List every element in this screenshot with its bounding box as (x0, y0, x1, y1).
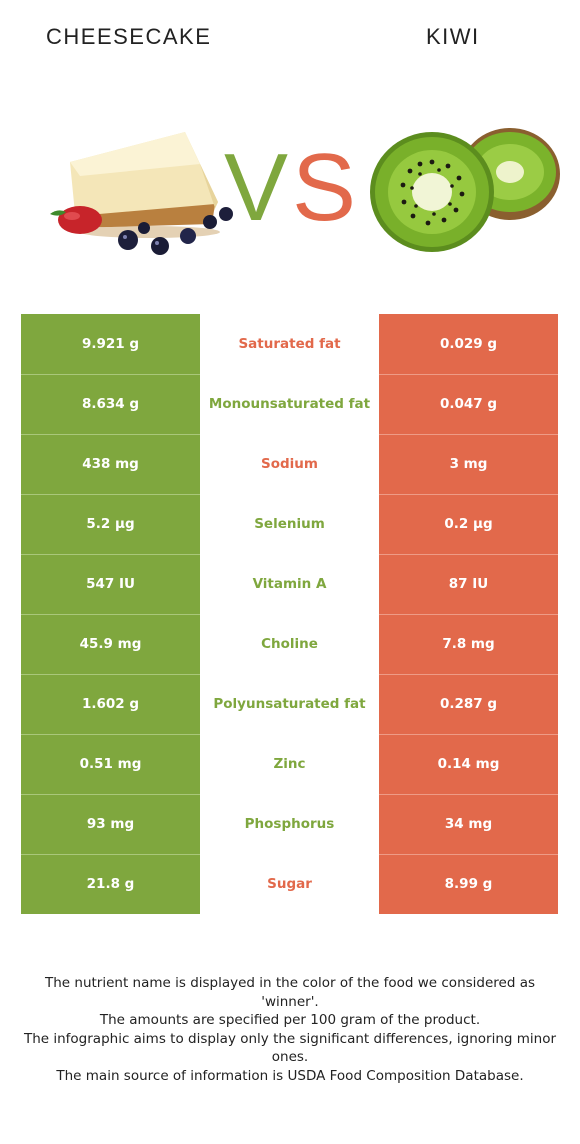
vs-letter-v: V (224, 134, 288, 230)
right-value: 0.287 g (379, 674, 558, 735)
nutrient-name: Zinc (200, 734, 379, 794)
left-value: 1.602 g (21, 674, 200, 735)
table-row: 45.9 mg Choline 7.8 mg (21, 614, 558, 675)
left-value: 93 mg (21, 794, 200, 855)
comparison-rows: 9.921 g Saturated fat 0.029 g 8.634 g Monoun… (21, 314, 558, 914)
nutrient-name: Polyunsaturated fat (200, 674, 379, 734)
nutrient-name: Saturated fat (200, 314, 379, 374)
right-value: 0.047 g (379, 374, 558, 435)
nutrient-name: Sodium (200, 434, 379, 494)
nutrient-name: Choline (200, 614, 379, 674)
right-value: 0.2 µg (379, 494, 558, 555)
nutrient-name: Sugar (200, 854, 379, 914)
comparison-table: 9.921 g Saturated fat 0.029 g 8.634 g Monoun… (21, 314, 558, 914)
left-value: 547 IU (21, 554, 200, 615)
table-row: 547 IU Vitamin A 87 IU (21, 554, 558, 615)
right-value: 3 mg (379, 434, 558, 495)
left-value: 45.9 mg (21, 614, 200, 675)
table-row: 5.2 µg Selenium 0.2 µg (21, 494, 558, 555)
vs-label: V S (224, 134, 352, 230)
right-value: 7.8 mg (379, 614, 558, 675)
kiwi-image (370, 128, 560, 252)
table-row: 93 mg Phosphorus 34 mg (21, 794, 558, 855)
right-value: 87 IU (379, 554, 558, 615)
table-row: 0.51 mg Zinc 0.14 mg (21, 734, 558, 795)
footnote-line-4: The main source of information is USDA F… (56, 1067, 524, 1084)
left-value: 5.2 µg (21, 494, 200, 555)
left-food-title: CHEESECAKE (46, 24, 212, 49)
right-value: 34 mg (379, 794, 558, 855)
cheesecake-image (50, 132, 233, 255)
hero-images: V S (0, 120, 580, 270)
nutrient-name: Monounsaturated fat (200, 374, 379, 434)
nutrient-name: Vitamin A (200, 554, 379, 614)
right-food-title: KIWI (426, 24, 480, 49)
footnote-line-1: The nutrient name is displayed in the co… (44, 975, 536, 1010)
footnote-line-3: The infographic aims to display only the… (23, 1030, 557, 1066)
table-row: 9.921 g Saturated fat 0.029 g (21, 314, 558, 375)
table-row: 8.634 g Monounsaturated fat 0.047 g (21, 374, 558, 435)
left-value: 8.634 g (21, 374, 200, 435)
vs-letter-s: S (292, 134, 352, 230)
footnote: The nutrient name is displayed in the co… (18, 974, 562, 1085)
nutrient-name: Phosphorus (200, 794, 379, 854)
left-value: 438 mg (21, 434, 200, 495)
table-row: 1.602 g Polyunsaturated fat 0.287 g (21, 674, 558, 735)
right-value: 0.14 mg (379, 734, 558, 795)
left-value: 0.51 mg (21, 734, 200, 795)
table-row: 21.8 g Sugar 8.99 g (21, 854, 558, 914)
nutrient-name: Selenium (200, 494, 379, 554)
right-value: 0.029 g (379, 314, 558, 375)
right-value: 8.99 g (379, 854, 558, 914)
left-value: 9.921 g (21, 314, 200, 375)
table-row: 438 mg Sodium 3 mg (21, 434, 558, 495)
left-value: 21.8 g (21, 854, 200, 914)
footnote-line-2: The amounts are specified per 100 gram o… (99, 1012, 481, 1028)
